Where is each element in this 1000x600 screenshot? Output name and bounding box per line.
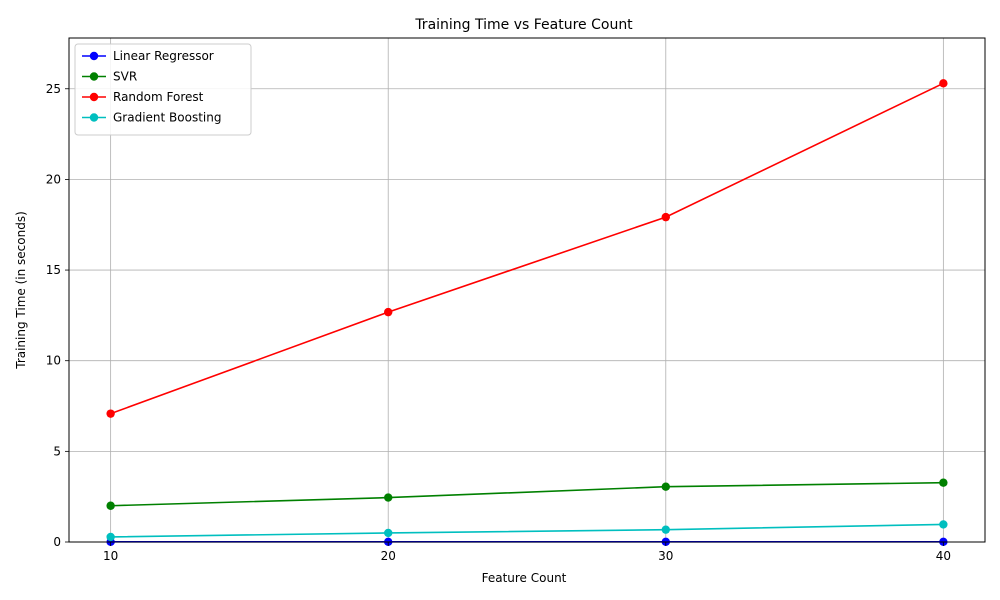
legend-item: Linear Regressor [82, 49, 214, 63]
data-point-svr [384, 493, 393, 502]
grid [69, 38, 985, 543]
legend-label: Gradient Boosting [113, 111, 221, 125]
legend: Linear Regressor SVR Random Forest Gradient… [74, 43, 252, 136]
data-point-svr [106, 501, 115, 510]
data-point-gradient-boosting [939, 520, 948, 529]
legend-item: Gradient Boosting [82, 111, 221, 125]
chart-title: Training Time vs Feature Count [414, 17, 633, 33]
data-point-random-forest [661, 212, 670, 222]
legend-swatch-marker [89, 113, 99, 122]
series-svr [106, 478, 948, 510]
data-point-random-forest [106, 409, 115, 418]
x-axis-label: Feature Count [482, 571, 567, 585]
y-tick-label: 20 [46, 172, 61, 186]
x-tick-label: 20 [381, 549, 396, 563]
data-point-gradient-boosting [106, 532, 115, 542]
legend-swatch-marker [89, 72, 99, 81]
series-line-gradient-boosting [110, 523, 944, 538]
x-tick-label: 10 [103, 549, 118, 563]
series-line-random-forest [110, 82, 944, 415]
y-axis-label: Training Time (in seconds) [14, 211, 28, 370]
legend-item: SVR [82, 70, 137, 84]
y-tick-label: 15 [46, 263, 61, 277]
y-tick-label: 10 [46, 354, 61, 368]
legend-box [74, 43, 252, 136]
data-point-svr [661, 482, 670, 491]
y-tick-label: 5 [53, 444, 61, 458]
legend-swatch-marker [89, 92, 99, 102]
data-point-random-forest [939, 79, 948, 88]
plot-frame [68, 37, 986, 543]
legend-label: Random Forest [113, 90, 204, 104]
legend-label: Linear Regressor [113, 49, 214, 63]
data-point-gradient-boosting [661, 525, 670, 534]
legend-swatch-marker [89, 51, 99, 61]
legend-label: SVR [113, 70, 137, 84]
x-tick-label: 30 [658, 549, 673, 563]
data-point-random-forest [384, 307, 393, 317]
data-point-svr [939, 478, 948, 487]
x-tick-label: 40 [936, 549, 951, 563]
legend-item: Random Forest [82, 90, 204, 104]
y-tick-label: 25 [46, 82, 61, 96]
y-axis: 0 5 10 15 20 25 [46, 82, 69, 549]
y-tick-label: 0 [53, 535, 61, 549]
data-point-gradient-boosting [384, 528, 393, 538]
series-gradient-boosting [106, 520, 948, 542]
x-axis: 10 20 30 40 [103, 542, 951, 563]
series-line-svr [110, 481, 944, 507]
series-random-forest [106, 79, 948, 418]
